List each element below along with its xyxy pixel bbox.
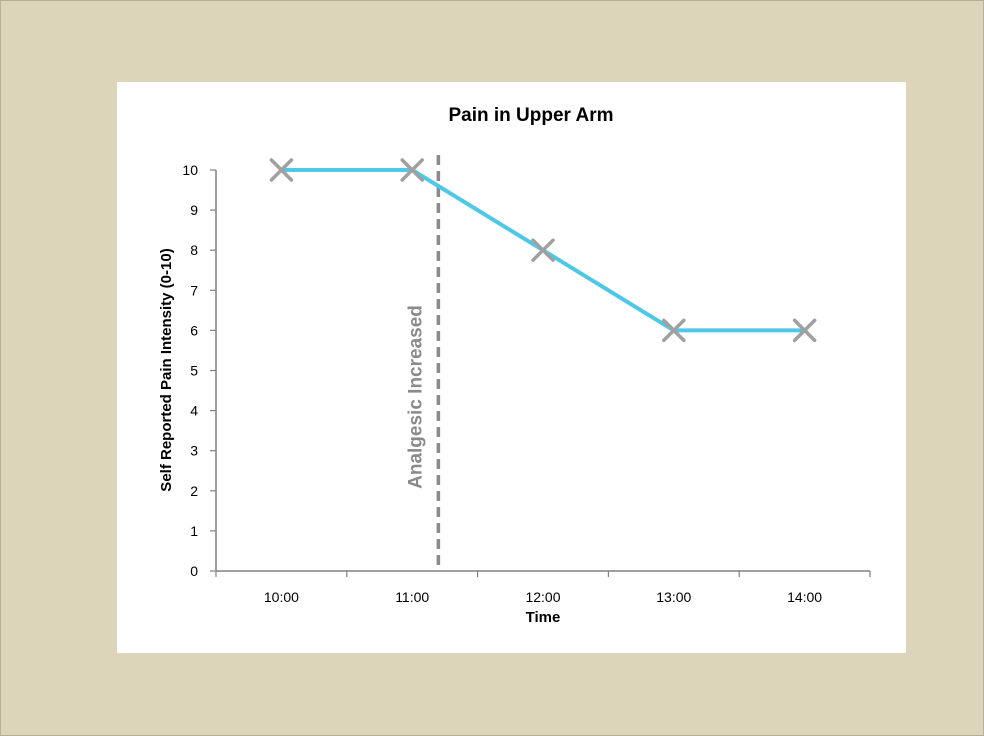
series-group xyxy=(269,158,817,343)
x-tick-label: 13:00 xyxy=(656,589,691,605)
y-tick-label: 8 xyxy=(190,242,198,258)
x-axis-label: Time xyxy=(526,609,561,626)
data-point-marker xyxy=(269,158,294,182)
data-point-marker xyxy=(792,318,817,343)
x-axis-ticks: 10:00 11:00 12:00 13:00 14:00 xyxy=(215,571,871,605)
y-tick-label: 4 xyxy=(190,403,198,419)
y-axis-label: Self Reported Pain Intensity (0-10) xyxy=(158,248,175,491)
chart-title: Pain in Upper Arm xyxy=(448,105,613,126)
data-point-marker xyxy=(400,158,424,182)
y-tick-label: 6 xyxy=(190,322,198,338)
y-tick-label: 3 xyxy=(190,443,198,459)
x-tick-label: 14:00 xyxy=(787,589,822,605)
y-tick-label: 1 xyxy=(190,523,198,539)
chart-card xyxy=(117,82,906,653)
x-tick-label: 10:00 xyxy=(264,589,299,605)
axes xyxy=(215,170,870,572)
y-tick-label: 2 xyxy=(190,483,198,499)
y-tick-label: 5 xyxy=(190,363,198,379)
y-tick-label: 9 xyxy=(190,202,198,218)
x-tick-label: 11:00 xyxy=(395,589,429,605)
y-tick-label: 10 xyxy=(182,162,198,178)
data-point-marker xyxy=(662,318,686,343)
y-tick-label: 0 xyxy=(190,563,198,579)
x-tick-label: 12:00 xyxy=(525,589,560,605)
data-point-marker xyxy=(531,238,555,262)
annotation-label: Analgesic Increased xyxy=(405,305,426,489)
y-axis-ticks: 0 1 2 3 4 5 6 7 8 9 10 xyxy=(182,162,216,579)
annotation-group: Analgesic Increased xyxy=(405,155,441,571)
y-tick-label: 7 xyxy=(190,282,198,298)
